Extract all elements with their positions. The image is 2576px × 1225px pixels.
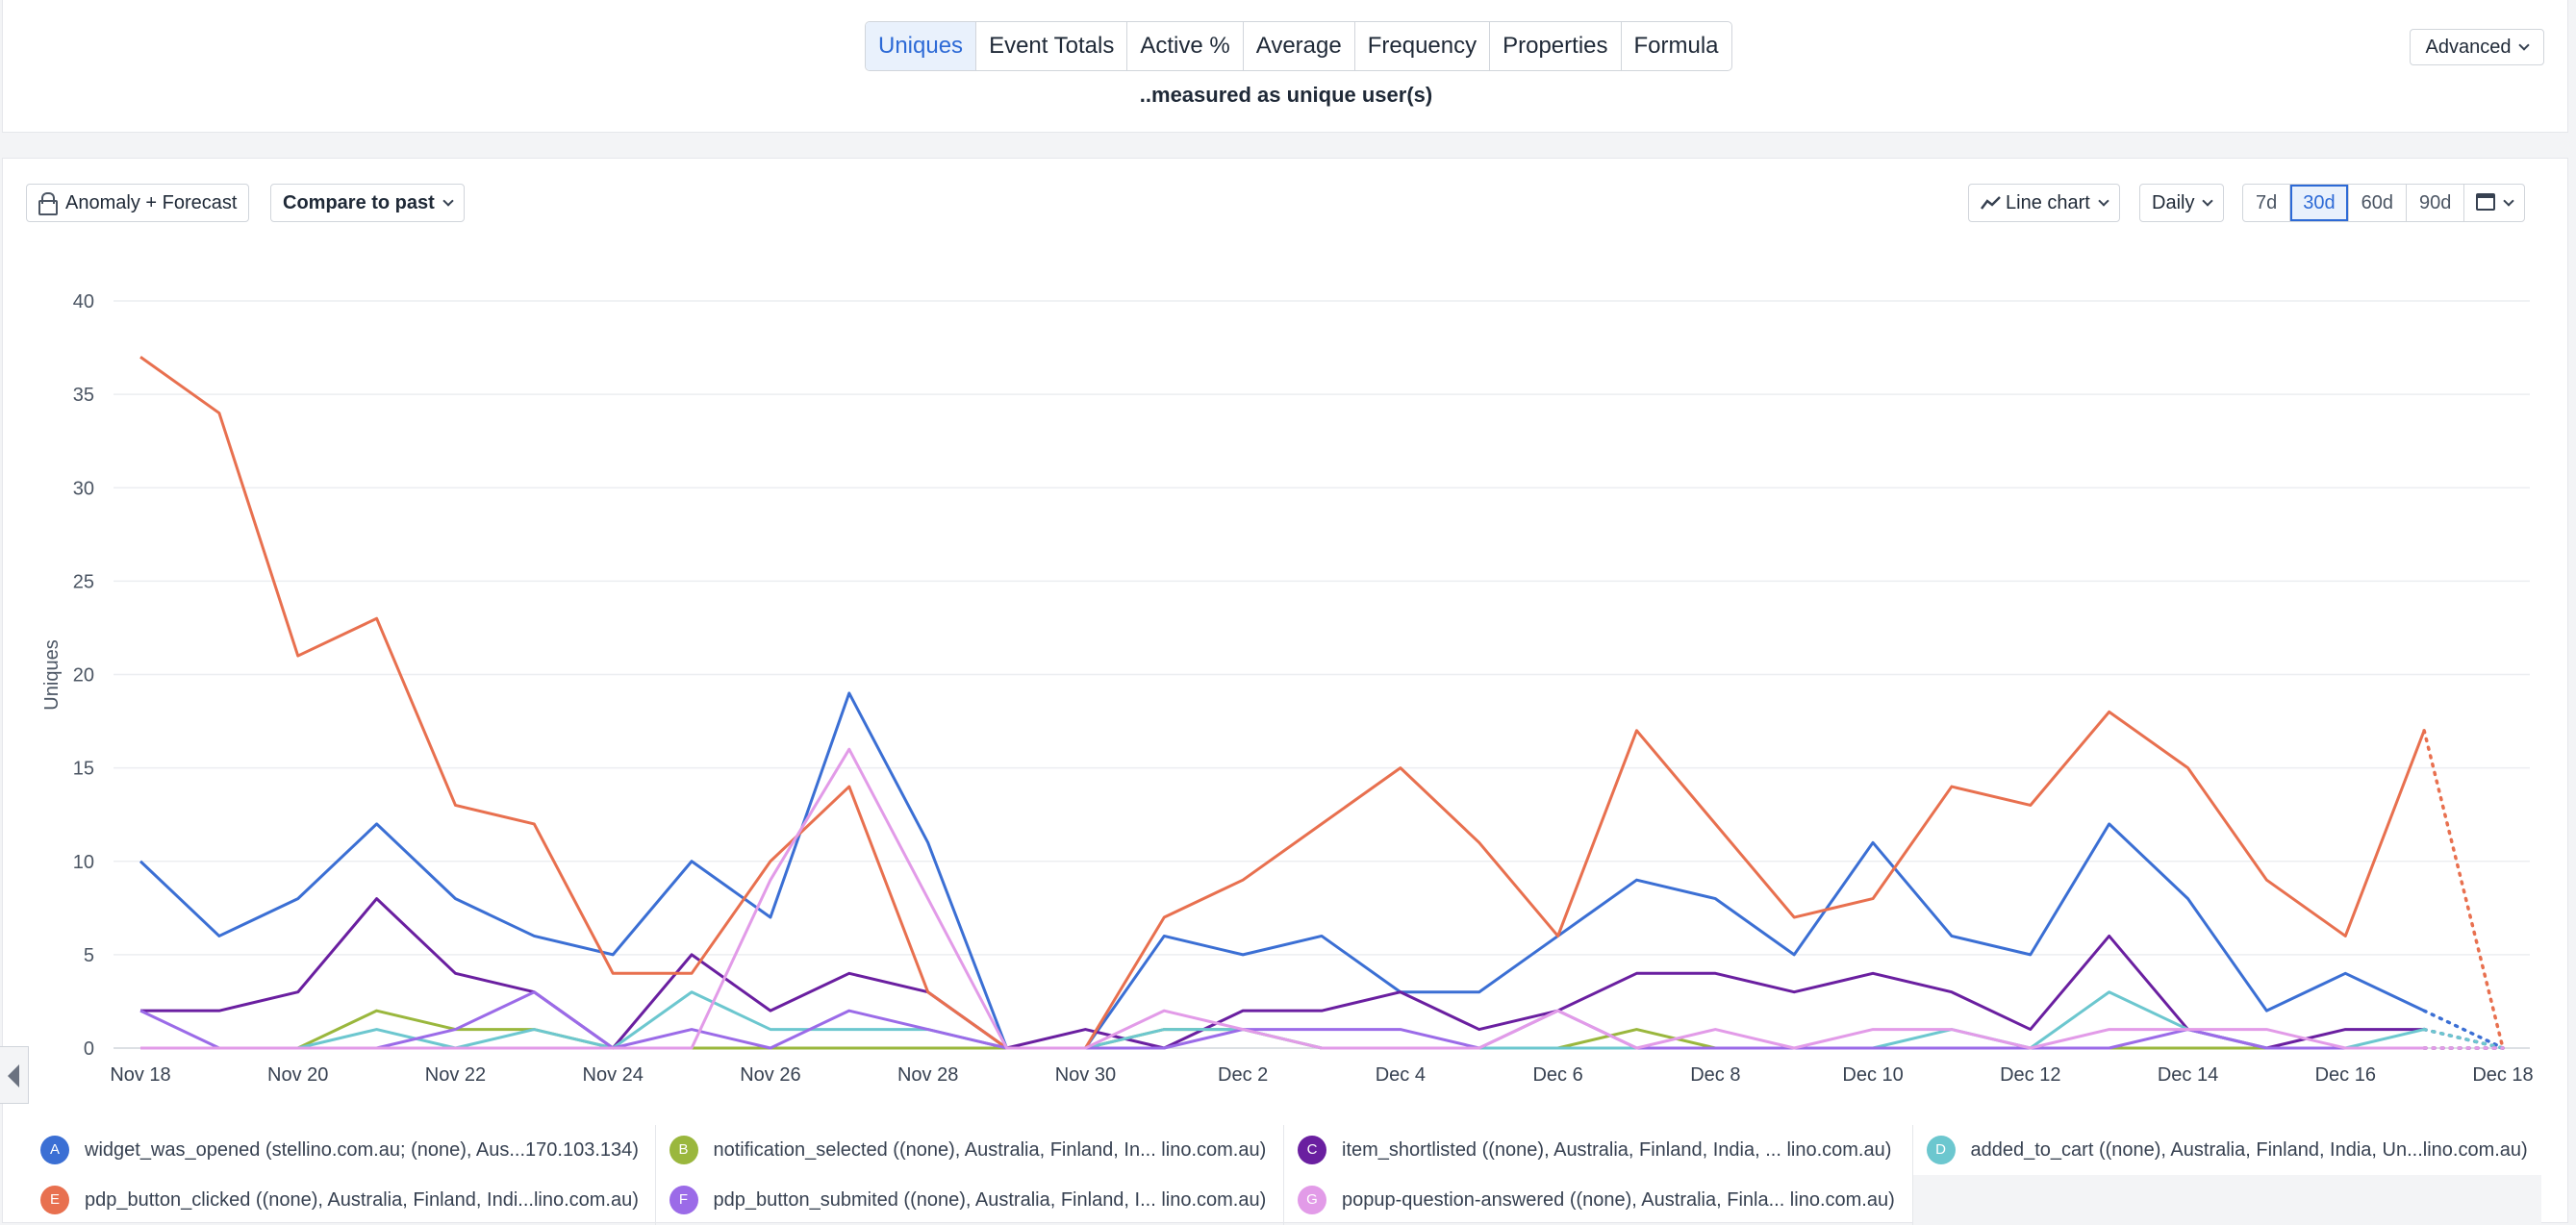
interval-button[interactable]: Daily bbox=[2139, 184, 2225, 222]
x-tick-label: Nov 28 bbox=[897, 1064, 958, 1086]
advanced-button[interactable]: Advanced bbox=[2410, 29, 2544, 65]
y-tick-label: 25 bbox=[73, 571, 94, 592]
series-projection-widget_was_opened bbox=[2422, 1009, 2505, 1050]
tab-frequency[interactable]: Frequency bbox=[1355, 22, 1491, 70]
y-tick-label: 5 bbox=[84, 945, 94, 966]
anomaly-forecast-button[interactable]: Anomaly + Forecast bbox=[26, 184, 250, 222]
legend-label: pdp_button_clicked ((none), Australia, F… bbox=[85, 1188, 639, 1211]
range-60d[interactable]: 60d bbox=[2349, 185, 2407, 221]
series-line-item_shortlisted bbox=[140, 897, 2425, 1050]
x-tick-label: Dec 4 bbox=[1376, 1064, 1426, 1086]
advanced-label: Advanced bbox=[2425, 37, 2512, 58]
x-tick-label: Dec 8 bbox=[1690, 1064, 1740, 1086]
series-projection-added_to_cart bbox=[2422, 1027, 2505, 1050]
metric-panel: Uniques Event Totals Active % Average Fr… bbox=[2, 0, 2568, 133]
tab-properties[interactable]: Properties bbox=[1490, 22, 1622, 70]
series-line-popup-question-answered bbox=[140, 747, 2425, 1050]
range-90d[interactable]: 90d bbox=[2407, 185, 2465, 221]
date-range-selector: 7d 30d 60d 90d bbox=[2242, 184, 2526, 222]
y-tick-label: 20 bbox=[73, 665, 94, 687]
collapse-sidebar-button[interactable] bbox=[0, 1046, 29, 1104]
y-tick-label: 0 bbox=[84, 1038, 94, 1060]
anomaly-label: Anomaly + Forecast bbox=[65, 192, 238, 213]
legend-badge: A bbox=[40, 1136, 69, 1164]
chart-panel bbox=[2, 158, 2568, 1223]
compare-to-past-button[interactable]: Compare to past bbox=[270, 184, 465, 222]
chart-type-label: Line chart bbox=[2006, 192, 2090, 213]
x-tick-label: Dec 14 bbox=[2158, 1064, 2218, 1086]
tab-event-totals[interactable]: Event Totals bbox=[976, 22, 1128, 70]
legend-label: widget_was_opened (stellino.com.au; (non… bbox=[85, 1138, 639, 1161]
chart-type-button[interactable]: Line chart bbox=[1968, 184, 2120, 222]
calendar-button[interactable] bbox=[2464, 185, 2524, 221]
series-projection-pdp_button_clicked bbox=[2422, 729, 2505, 1050]
range-30d[interactable]: 30d bbox=[2290, 185, 2349, 221]
y-tick-label: 40 bbox=[73, 291, 94, 312]
x-tick-label: Dec 2 bbox=[1218, 1064, 1268, 1086]
x-tick-label: Nov 22 bbox=[425, 1064, 486, 1086]
x-tick-label: Nov 24 bbox=[583, 1064, 644, 1086]
tab-uniques[interactable]: Uniques bbox=[866, 22, 977, 70]
legend-label: pdp_button_submited ((none), Australia, … bbox=[713, 1188, 1267, 1211]
series-line-pdp_button_clicked bbox=[139, 356, 2426, 1050]
x-tick-label: Dec 16 bbox=[2315, 1064, 2376, 1086]
legend-badge: D bbox=[1926, 1136, 1956, 1164]
legend-label: added_to_cart ((none), Australia, Finlan… bbox=[1970, 1138, 2528, 1161]
series-line-widget_was_opened bbox=[139, 691, 2425, 1050]
legend-badge: F bbox=[669, 1186, 698, 1214]
x-tick-label: Nov 30 bbox=[1055, 1064, 1116, 1086]
tab-formula[interactable]: Formula bbox=[1633, 33, 1719, 59]
x-tick-label: Dec 12 bbox=[2000, 1064, 2060, 1086]
legend-label: item_shortlisted ((none), Australia, Fin… bbox=[1342, 1138, 1892, 1161]
x-tick-label: Nov 26 bbox=[740, 1064, 800, 1086]
calendar-icon bbox=[2476, 193, 2496, 211]
interval-label: Daily bbox=[2152, 192, 2195, 213]
range-7d[interactable]: 7d bbox=[2243, 185, 2291, 221]
tab-active-percent[interactable]: Active % bbox=[1127, 22, 1244, 70]
lock-icon bbox=[38, 192, 58, 215]
legend-badge: G bbox=[1298, 1186, 1326, 1214]
line-chart-icon bbox=[1981, 196, 2001, 210]
series-line-pdp_button_submited bbox=[139, 990, 2425, 1050]
y-tick-label: 30 bbox=[73, 478, 94, 499]
y-tick-label: 10 bbox=[73, 852, 94, 873]
x-tick-label: Nov 18 bbox=[110, 1064, 170, 1086]
y-tick-label: 35 bbox=[73, 385, 94, 406]
line-chart: 0 5 10 15 20 25 30 35 40 Uniques Nov 18 Nov 20 Nov 2… bbox=[41, 291, 2534, 1086]
x-tick-label: Dec 18 bbox=[2472, 1064, 2533, 1086]
x-tick-label: Dec 6 bbox=[1532, 1064, 1582, 1086]
y-axis-label: Uniques bbox=[41, 639, 63, 710]
metric-tabs: Uniques Event Totals Active % Average Fr… bbox=[865, 21, 1732, 71]
legend-label: popup-question-answered ((none), Austral… bbox=[1342, 1188, 1895, 1211]
legend-badge: E bbox=[40, 1186, 69, 1214]
measured-caption: ..measured as unique user(s) bbox=[1139, 83, 1433, 107]
tab-average[interactable]: Average bbox=[1244, 22, 1355, 70]
legend-badge: B bbox=[669, 1136, 698, 1164]
legend-badge: C bbox=[1298, 1136, 1326, 1164]
x-tick-label: Nov 20 bbox=[267, 1064, 328, 1086]
x-tick-label: Dec 10 bbox=[1842, 1064, 1903, 1086]
legend-empty-cell bbox=[1912, 1175, 2541, 1225]
compare-label: Compare to past bbox=[283, 192, 435, 213]
legend-label: notification_selected ((none), Australia… bbox=[713, 1138, 1267, 1161]
y-tick-label: 15 bbox=[73, 759, 94, 780]
